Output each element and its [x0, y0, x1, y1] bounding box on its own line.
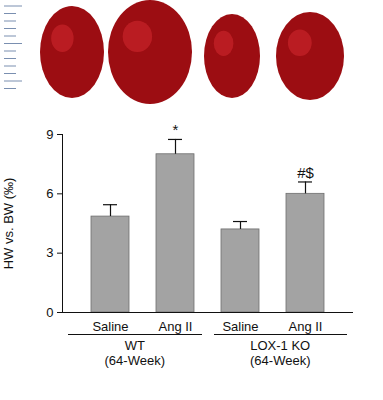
svg-text:Ang II: Ang II — [159, 319, 193, 334]
svg-text:Saline: Saline — [222, 319, 258, 334]
html-text:WT (64-Week): WT (64-Week) — [104, 338, 165, 368]
svg-text:3: 3 — [46, 245, 53, 260]
svg-text:HW vs. BW (‰): HW vs. BW (‰) — [1, 178, 16, 270]
svg-text:6: 6 — [46, 186, 53, 201]
svg-text:Ang II: Ang II — [289, 319, 323, 334]
svg-text:#$: #$ — [297, 164, 314, 181]
html-text:LOX-1 KO (64-Week): LOX-1 KO (64-Week) — [250, 338, 311, 368]
svg-text:Saline: Saline — [92, 319, 128, 334]
svg-text:*: * — [173, 121, 179, 138]
svg-text:9: 9 — [46, 127, 53, 142]
svg-text:0: 0 — [46, 305, 53, 320]
